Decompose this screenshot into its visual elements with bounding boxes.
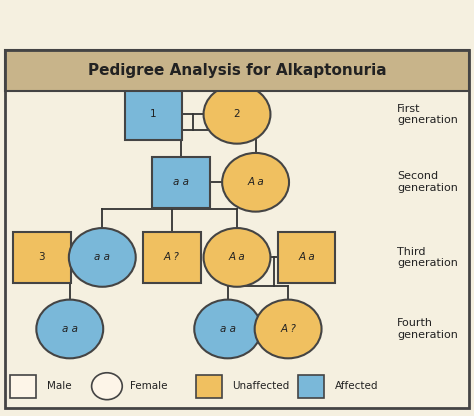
Text: Unaffected: Unaffected bbox=[233, 381, 290, 391]
Text: A a: A a bbox=[247, 177, 264, 187]
Text: A ?: A ? bbox=[164, 253, 180, 262]
Text: A a: A a bbox=[228, 253, 246, 262]
Bar bbox=[10, 375, 36, 398]
Text: Male: Male bbox=[47, 381, 72, 391]
Text: 1: 1 bbox=[150, 109, 157, 119]
Ellipse shape bbox=[255, 300, 321, 358]
Text: 3: 3 bbox=[38, 253, 45, 262]
Bar bbox=[278, 232, 336, 283]
Bar bbox=[13, 232, 71, 283]
Bar bbox=[153, 157, 210, 208]
Bar bbox=[298, 375, 324, 398]
Text: Female: Female bbox=[130, 381, 168, 391]
Text: First
generation: First generation bbox=[397, 104, 458, 125]
Text: Affected: Affected bbox=[335, 381, 378, 391]
Ellipse shape bbox=[203, 228, 271, 287]
Text: a a: a a bbox=[94, 253, 110, 262]
Ellipse shape bbox=[203, 85, 271, 144]
Ellipse shape bbox=[91, 373, 122, 400]
Text: 2: 2 bbox=[234, 109, 240, 119]
Text: Pedigree Analysis for Alkaptonuria: Pedigree Analysis for Alkaptonuria bbox=[88, 63, 386, 78]
Ellipse shape bbox=[36, 300, 103, 358]
Bar bbox=[125, 89, 182, 140]
Text: A ?: A ? bbox=[280, 324, 296, 334]
Text: A a: A a bbox=[298, 253, 315, 262]
Text: Fourth
generation: Fourth generation bbox=[397, 318, 458, 340]
Bar bbox=[143, 232, 201, 283]
Text: Second
generation: Second generation bbox=[397, 171, 458, 193]
Text: Third
generation: Third generation bbox=[397, 247, 458, 268]
Ellipse shape bbox=[69, 228, 136, 287]
Ellipse shape bbox=[222, 153, 289, 212]
Ellipse shape bbox=[194, 300, 261, 358]
Text: a a: a a bbox=[173, 177, 189, 187]
Bar bbox=[5, 50, 469, 91]
Text: a a: a a bbox=[220, 324, 236, 334]
Bar bbox=[196, 375, 222, 398]
Text: a a: a a bbox=[62, 324, 78, 334]
